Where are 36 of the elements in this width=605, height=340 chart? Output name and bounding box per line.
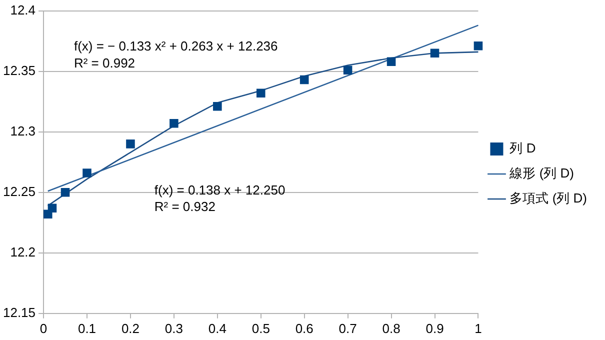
annotation: R² = 0.932 [154, 199, 216, 214]
point [48, 204, 57, 212]
x-tick-label: 1 [474, 320, 482, 336]
x-tick-label: 0.8 [382, 320, 400, 336]
y-tick-label: 12.2 [10, 244, 36, 260]
x-tick-label: 0.1 [78, 320, 96, 336]
y-tick-label: 12.3 [10, 123, 36, 138]
point [170, 118, 178, 128]
x-tick-label: 0.5 [252, 320, 270, 336]
x-tick-label: 0.3 [164, 320, 183, 336]
point [430, 48, 440, 58]
point [343, 66, 352, 74]
x-tick-label: 0.9 [426, 320, 444, 336]
y-tick-label: 12.25 [2, 184, 36, 199]
legend-label: 線形 (列 D) [508, 166, 574, 181]
point [386, 57, 396, 66]
y-tick-label: 12.4 [10, 2, 36, 18]
legend-label: 多項式 (列 D) [510, 190, 588, 206]
x-tick-label: 0.2 [121, 320, 140, 336]
x-tick-label: 0.4 [208, 320, 226, 336]
point [82, 168, 92, 178]
x-tick-label: 0 [40, 320, 48, 336]
point [213, 102, 222, 111]
point [474, 42, 483, 50]
point [300, 75, 309, 84]
y-tick-label: 12.15 [2, 304, 36, 320]
point [256, 88, 266, 98]
y-tick-label: 12.35 [2, 62, 36, 78]
annotation: f(x) = 0.138 x + 12.250 [154, 182, 286, 198]
x-tick-label: 0.7 [338, 320, 357, 336]
x-tick-label: 0.6 [295, 320, 314, 336]
point [126, 140, 135, 148]
annotation: f(x) = − 0.133 x² + 0.263 x + 12.236 [74, 38, 278, 54]
legend-label: 列 D [510, 140, 536, 156]
annotation: R² = 0.992 [74, 55, 136, 70]
point [60, 188, 70, 197]
